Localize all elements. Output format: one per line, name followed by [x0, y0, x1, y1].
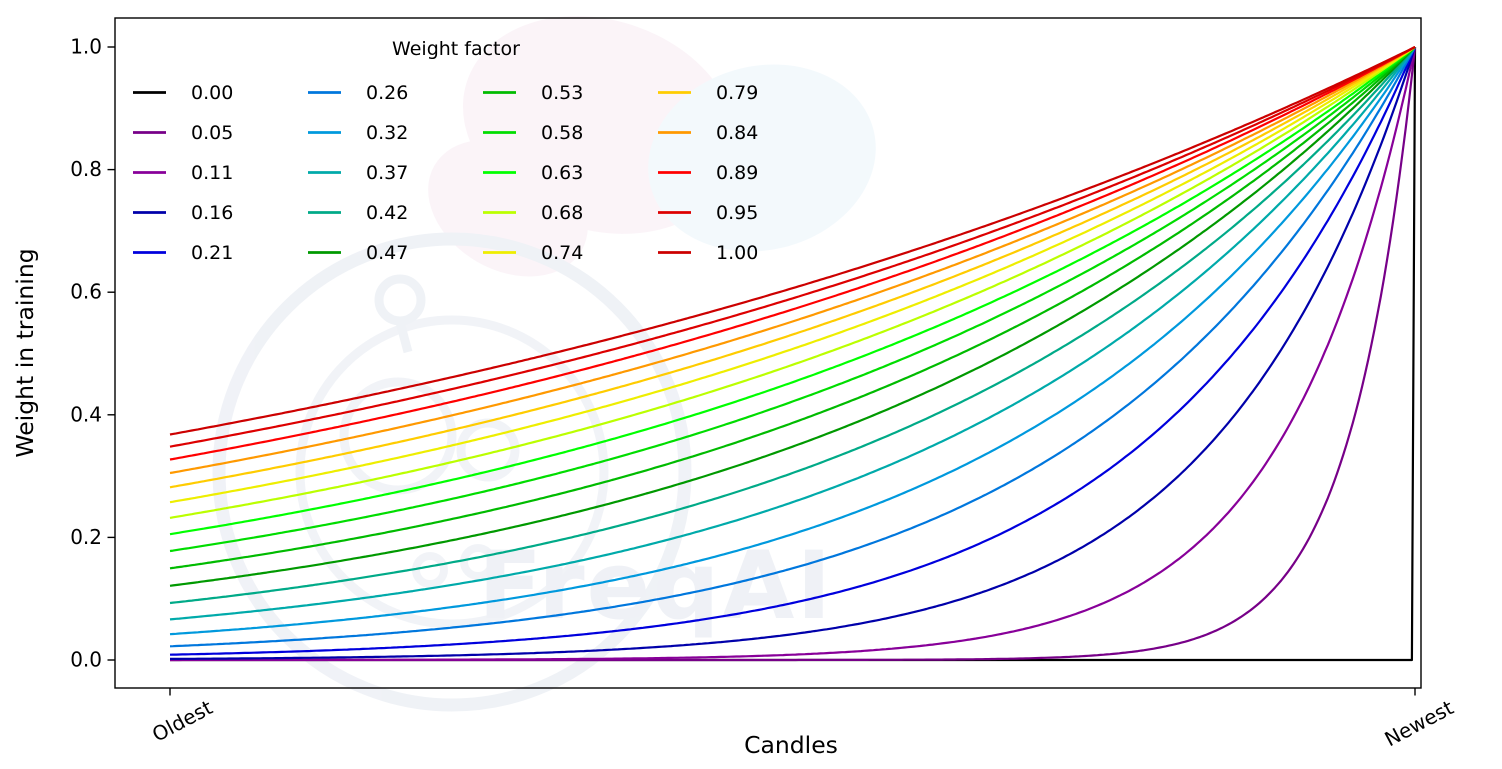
y-axis: 0.0 0.2 0.4 0.6 0.8 1.0: [70, 35, 115, 672]
legend-label: 0.37: [366, 162, 408, 184]
legend-label: 0.00: [191, 82, 233, 104]
legend-item: 0.53: [483, 82, 583, 104]
x-tick-label: Oldest: [148, 695, 216, 747]
series-line-0.32: [169, 46, 1416, 636]
y-tick-label: 0.8: [70, 157, 102, 181]
legend: Weight factor 0.000.050.110.160.210.260.…: [133, 38, 758, 264]
legend-item: 0.42: [308, 202, 408, 224]
legend-item: 0.84: [658, 122, 758, 144]
legend-items: 0.00 0.05 0.11 0.16 0.21 0.26 0.32 0.37 0.42 0.47…: [133, 82, 758, 264]
legend-item: 0.74: [483, 242, 583, 264]
legend-title: Weight factor: [392, 38, 520, 60]
series-lines: [169, 46, 1417, 662]
legend-item: 0.79: [658, 82, 758, 104]
legend-label: 0.26: [366, 82, 408, 104]
watermark-logo-icon: [212, 232, 692, 712]
legend-item: 0.37: [308, 162, 408, 184]
y-tick-label: 0.2: [70, 525, 102, 549]
legend-item: 0.05: [133, 122, 233, 144]
legend-item: 0.21: [133, 242, 233, 264]
legend-label: 0.21: [191, 242, 233, 264]
series-line-0.58: [169, 46, 1416, 553]
series-line-0.11: [170, 46, 1417, 662]
series-line-0.21: [169, 46, 1417, 656]
series-line-0.16: [170, 46, 1417, 660]
legend-label: 0.68: [541, 202, 583, 224]
series-line-0.79: [169, 46, 1416, 489]
y-tick-label: 0.6: [70, 280, 102, 304]
series-line-1.00: [169, 46, 1416, 436]
series-line-0.37: [169, 46, 1416, 621]
legend-label: 0.84: [716, 122, 758, 144]
series-line-0.84: [169, 46, 1416, 475]
legend-label: 0.53: [541, 82, 583, 104]
x-axis-label: Candles: [744, 731, 838, 759]
series-line-0.53: [169, 46, 1416, 570]
watermark: FreqAI: [212, 16, 876, 712]
watermark-leaf-blue: [648, 64, 876, 252]
legend-label: 0.16: [191, 202, 233, 224]
legend-item: 0.00: [133, 82, 233, 104]
legend-item: 0.16: [133, 202, 233, 224]
watermark-text: FreqAI: [478, 532, 833, 641]
series-line-0.74: [169, 46, 1416, 504]
y-tick-label: 1.0: [70, 35, 102, 59]
series-line-0.47: [169, 46, 1416, 587]
legend-item: 0.47: [308, 242, 408, 264]
x-tick-label: Newest: [1381, 695, 1458, 751]
legend-item: 0.26: [308, 82, 408, 104]
y-tick-label: 0.4: [70, 402, 102, 426]
legend-label: 0.47: [366, 242, 408, 264]
legend-item: 0.68: [483, 202, 583, 224]
legend-label: 0.63: [541, 162, 583, 184]
legend-item: 0.63: [483, 162, 583, 184]
legend-label: 1.00: [716, 242, 758, 264]
series-line-0.95: [169, 46, 1416, 448]
legend-label: 0.74: [541, 242, 583, 264]
legend-item: 0.95: [658, 202, 758, 224]
legend-item: 0.58: [483, 122, 583, 144]
series-line-0.89: [169, 46, 1416, 461]
series-line-0.42: [169, 46, 1416, 605]
legend-item: 1.00: [658, 242, 758, 264]
legend-label: 0.42: [366, 202, 408, 224]
y-axis-label: Weight in training: [11, 248, 39, 457]
legend-label: 0.05: [191, 122, 233, 144]
legend-label: 0.95: [716, 202, 758, 224]
series-line-0.63: [169, 46, 1416, 536]
legend-label: 0.79: [716, 82, 758, 104]
legend-item: 0.89: [658, 162, 758, 184]
legend-item: 0.11: [133, 162, 233, 184]
y-tick-label: 0.0: [70, 648, 102, 672]
plot-frame: [114, 17, 1422, 689]
legend-label: 0.58: [541, 122, 583, 144]
series-line-0.68: [169, 46, 1416, 519]
legend-label: 0.89: [716, 162, 758, 184]
legend-item: 0.32: [308, 122, 408, 144]
series-line-0.26: [169, 46, 1416, 648]
legend-label: 0.11: [191, 162, 233, 184]
legend-label: 0.32: [366, 122, 408, 144]
